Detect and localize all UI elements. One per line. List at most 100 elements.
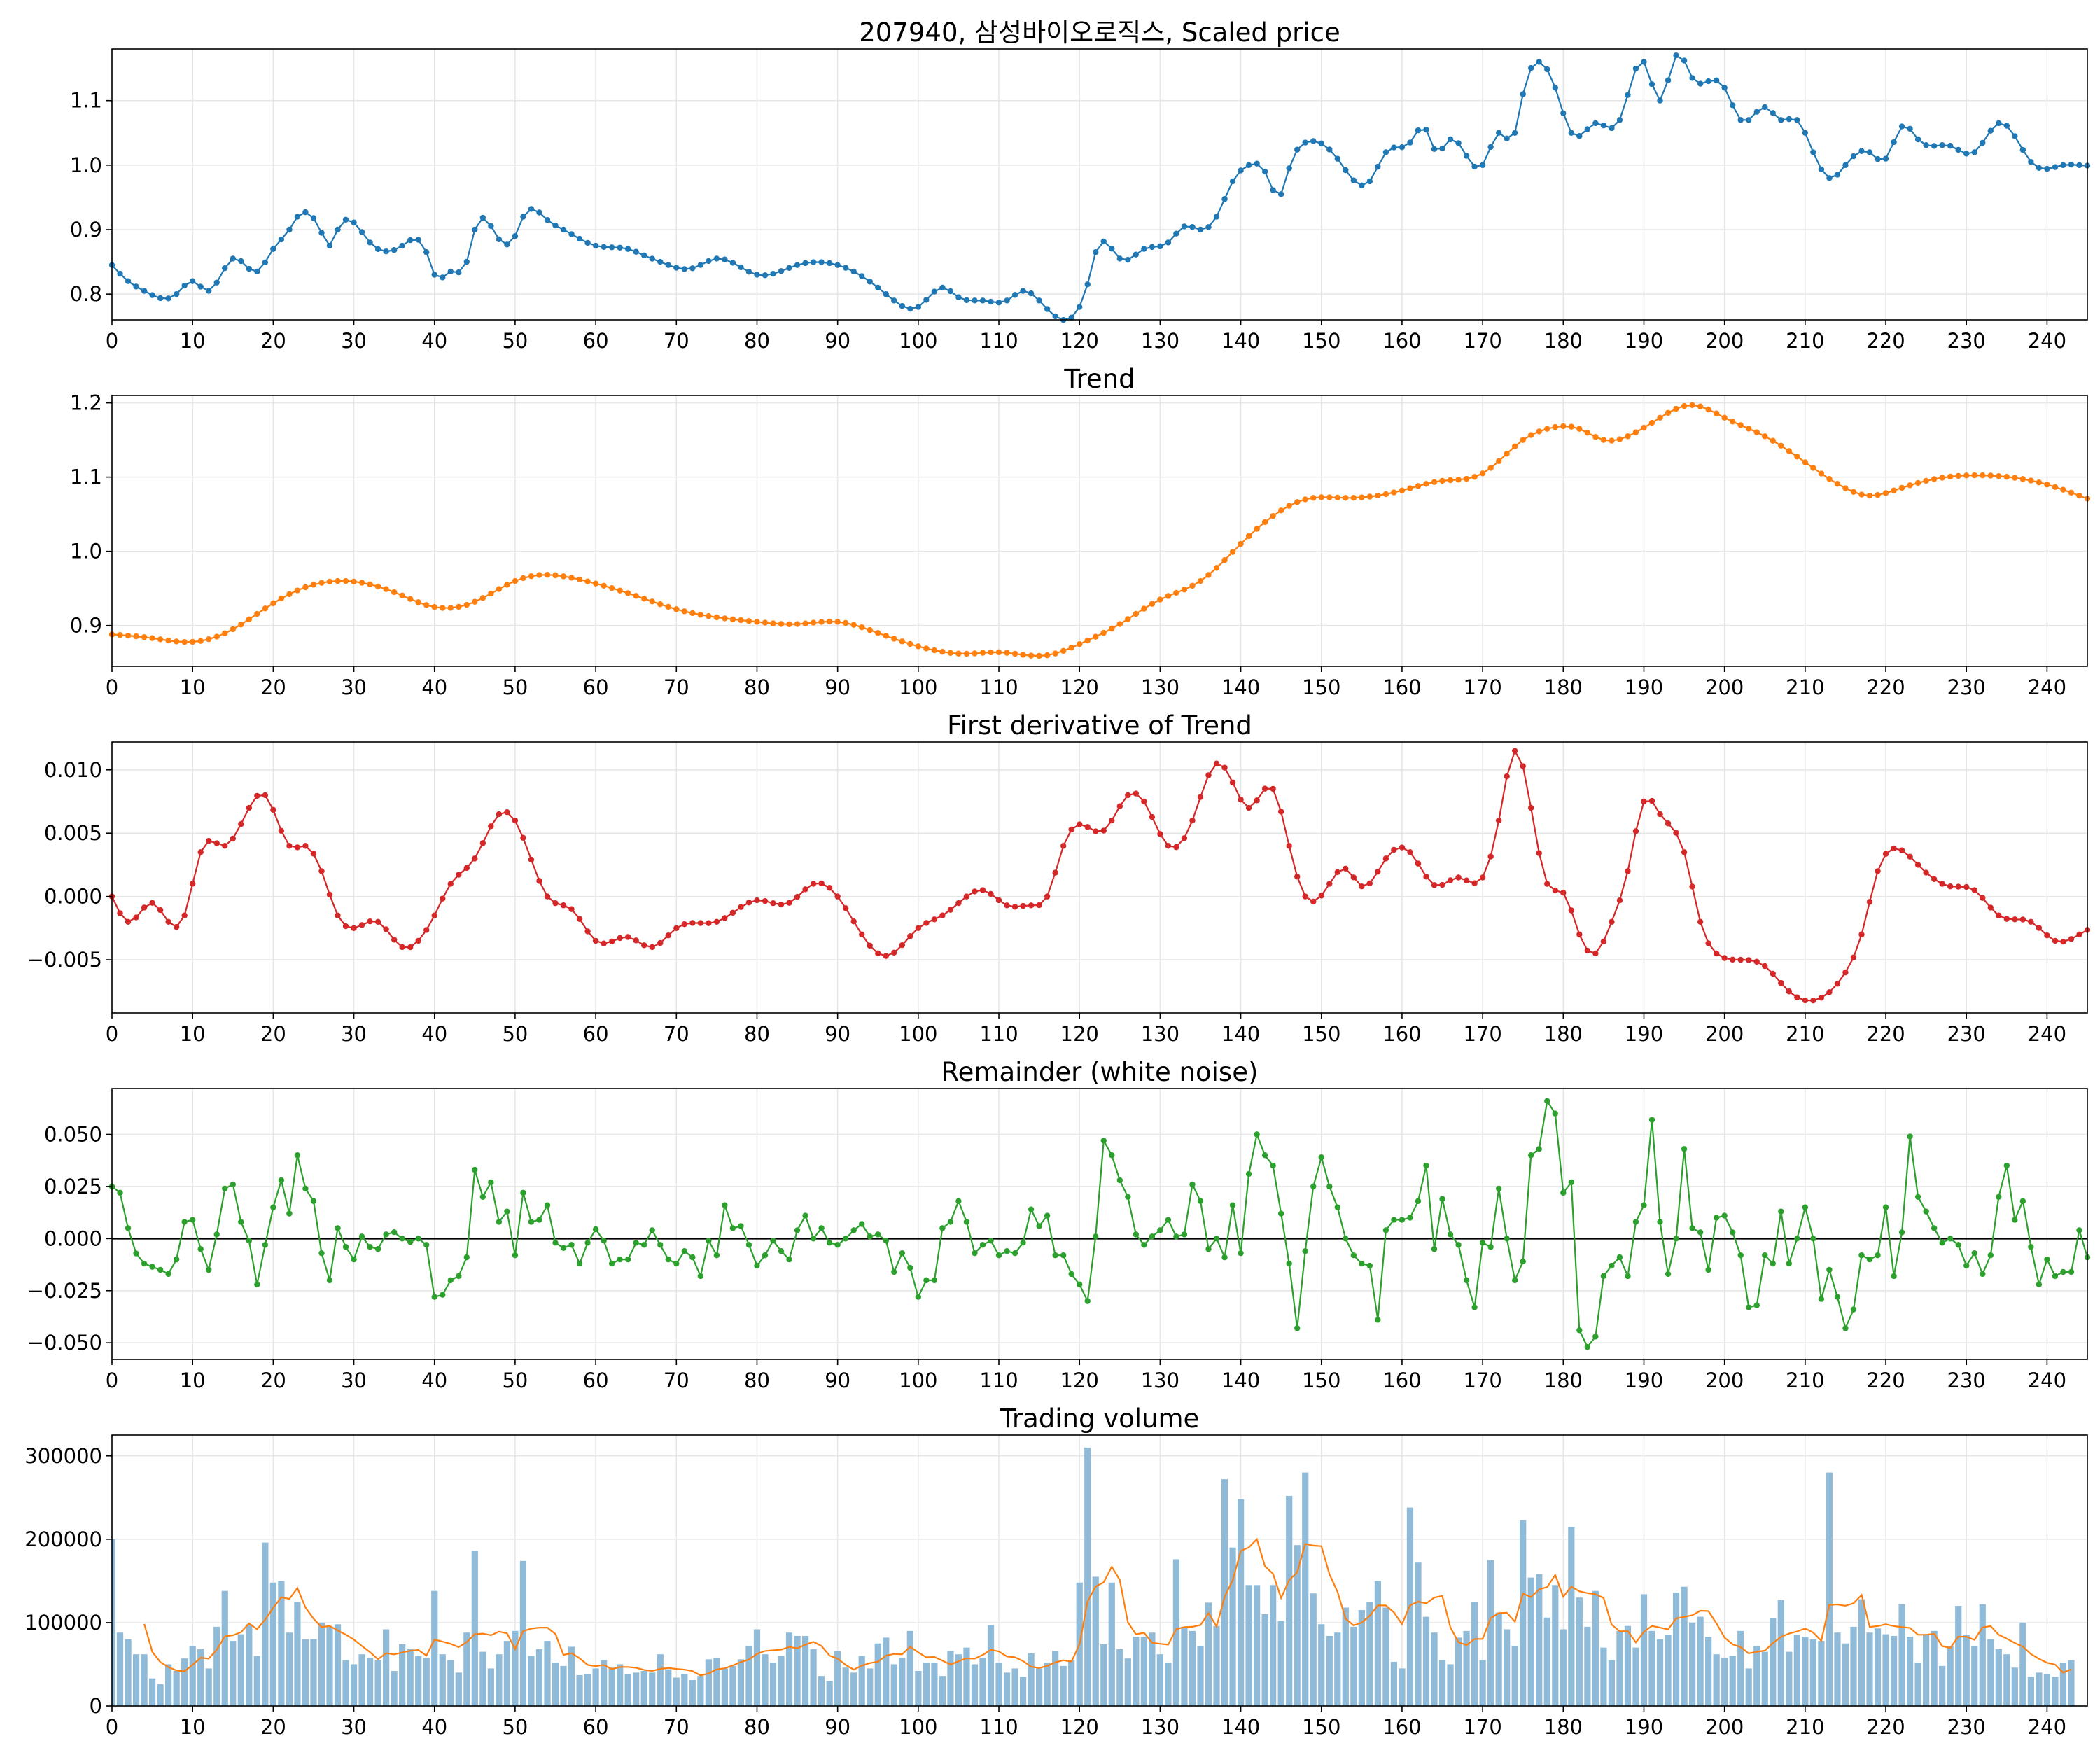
data-point xyxy=(1818,166,1825,173)
volume-bar xyxy=(1858,1599,1865,1706)
data-point xyxy=(1560,890,1567,896)
data-point xyxy=(1382,491,1390,498)
data-point xyxy=(544,1202,551,1208)
data-point xyxy=(1447,136,1454,143)
volume-bar xyxy=(1721,1657,1728,1706)
data-point xyxy=(1963,1262,1970,1269)
data-point xyxy=(1181,835,1188,841)
data-point xyxy=(149,899,155,906)
data-point xyxy=(1447,477,1454,484)
data-point xyxy=(1399,144,1406,150)
volume-bar xyxy=(1511,1646,1518,1706)
volume-bar xyxy=(1842,1643,1849,1706)
volume-bar xyxy=(1939,1665,1946,1706)
data-point xyxy=(383,926,389,932)
volume-bar xyxy=(1648,1630,1656,1706)
data-point xyxy=(1770,970,1776,977)
data-point xyxy=(2076,492,2082,499)
data-point xyxy=(1632,429,1639,435)
volume-bar xyxy=(1608,1660,1616,1706)
data-point xyxy=(722,256,728,262)
data-point xyxy=(335,578,341,584)
volume-bar xyxy=(640,1670,648,1706)
data-point xyxy=(1261,1152,1268,1158)
data-point xyxy=(1471,163,1478,170)
data-point xyxy=(479,1194,486,1200)
data-point xyxy=(939,912,946,918)
data-point xyxy=(1004,650,1010,656)
data-point xyxy=(165,1270,172,1278)
data-point xyxy=(1923,869,1929,876)
volume-bar xyxy=(2027,1676,2034,1706)
data-point xyxy=(440,274,446,281)
y-tick-label: 1.1 xyxy=(70,465,102,489)
data-point xyxy=(254,792,260,799)
data-point xyxy=(1350,1252,1357,1259)
data-point xyxy=(2012,475,2018,481)
data-point xyxy=(463,864,470,872)
data-point xyxy=(326,242,333,249)
data-point xyxy=(1310,1183,1317,1190)
data-point xyxy=(1987,472,1994,479)
data-point xyxy=(206,636,212,643)
volume-bar xyxy=(834,1651,841,1706)
data-point xyxy=(729,260,736,266)
volume-bar xyxy=(1422,1616,1430,1706)
volume-bar xyxy=(560,1665,567,1706)
data-point xyxy=(1423,481,1429,487)
data-point xyxy=(1996,1194,2002,1200)
data-point xyxy=(1931,476,1938,482)
data-point xyxy=(657,258,664,265)
data-point xyxy=(842,265,849,271)
data-point xyxy=(576,235,583,242)
chart-title: 207940, 삼성바이오로직스, Scaled price xyxy=(859,18,1340,48)
data-point xyxy=(584,578,591,584)
data-point xyxy=(1189,1181,1196,1188)
data-point xyxy=(1286,503,1292,509)
volume-bar xyxy=(552,1662,559,1706)
data-point xyxy=(1326,494,1333,500)
data-point xyxy=(520,575,526,582)
data-point xyxy=(1415,860,1422,867)
volume-bar xyxy=(1600,1647,1607,1706)
x-tick-label: 30 xyxy=(341,676,367,699)
data-point xyxy=(1133,610,1140,617)
x-tick-label: 150 xyxy=(1302,1715,1340,1739)
data-point xyxy=(842,905,849,911)
data-point xyxy=(1141,606,1147,612)
data-point xyxy=(2060,1268,2066,1275)
data-point xyxy=(786,621,792,627)
chart-title: Remainder (white noise) xyxy=(941,1057,1259,1087)
data-point xyxy=(181,1219,188,1225)
data-point xyxy=(560,573,567,580)
volume-bar xyxy=(794,1635,801,1706)
data-point xyxy=(1625,92,1631,98)
data-point xyxy=(576,916,583,922)
data-point xyxy=(1576,931,1583,938)
volume-bar xyxy=(2059,1662,2067,1706)
data-point xyxy=(1504,773,1510,780)
data-point xyxy=(1334,155,1340,162)
data-point xyxy=(907,305,913,312)
data-point xyxy=(1261,519,1268,526)
data-point xyxy=(633,1240,639,1246)
volume-bar xyxy=(237,1634,244,1706)
data-point xyxy=(1036,902,1042,909)
y-tick-label: 0 xyxy=(90,1694,102,1718)
volume-bar xyxy=(826,1681,833,1706)
volume-bar xyxy=(1165,1662,1172,1706)
volume-bar xyxy=(1729,1656,1736,1706)
volume-bar xyxy=(342,1660,349,1706)
data-point xyxy=(1052,869,1058,876)
data-point xyxy=(1261,785,1268,792)
x-tick-label: 210 xyxy=(1786,1368,1824,1392)
data-point xyxy=(1399,844,1406,850)
data-point xyxy=(842,620,849,626)
data-point xyxy=(318,868,325,874)
volume-bar xyxy=(253,1656,260,1706)
data-point xyxy=(440,605,446,611)
data-point xyxy=(617,1256,623,1263)
data-point xyxy=(778,901,785,908)
volume-bar xyxy=(1479,1660,1486,1706)
data-point xyxy=(1382,149,1390,155)
